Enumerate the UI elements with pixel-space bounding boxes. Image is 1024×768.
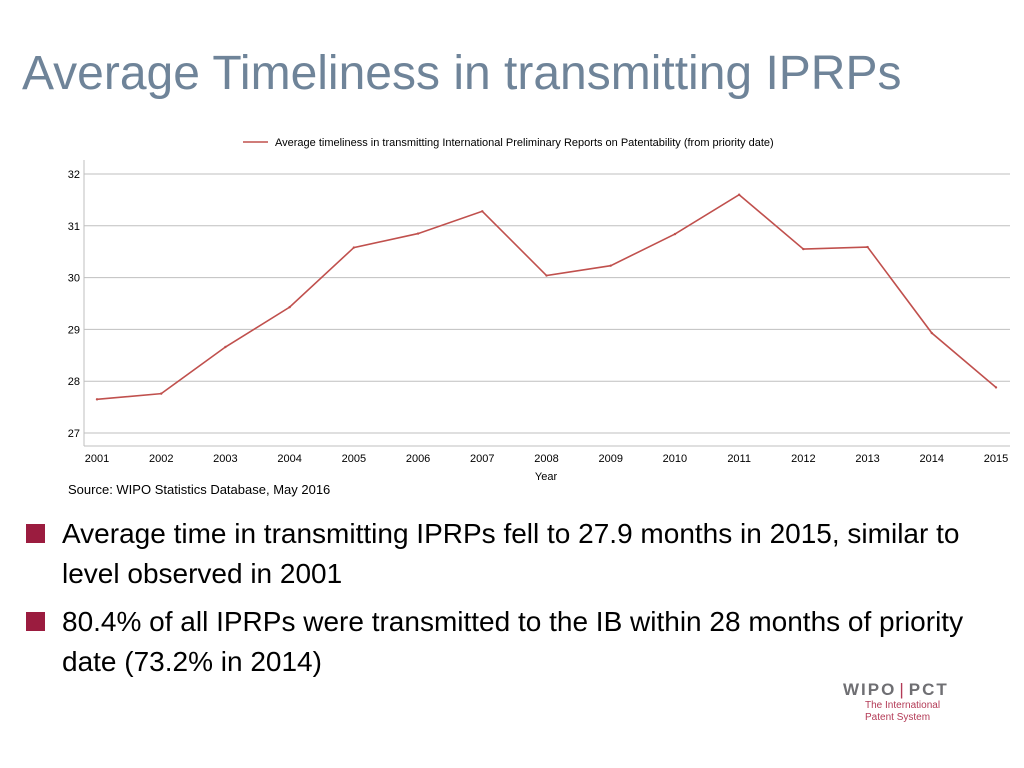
data-point <box>866 245 869 249</box>
logo-separator: | <box>899 680 906 699</box>
x-tick-label: 2006 <box>406 453 430 465</box>
data-point <box>160 392 163 395</box>
square-bullet-icon <box>26 524 45 543</box>
x-tick-label: 2012 <box>791 453 815 465</box>
slide-title: Average Timeliness in transmitting IPRPs <box>22 47 902 100</box>
x-tick-label: 2005 <box>342 453 366 465</box>
y-tick-label: 27 <box>68 428 80 440</box>
x-tick-label: 2007 <box>470 453 494 465</box>
logo-wordmark: WIPO | PCT <box>843 680 949 700</box>
x-tick-label: 2008 <box>534 453 558 465</box>
data-point <box>288 305 291 309</box>
data-point <box>994 386 998 389</box>
square-bullet-icon <box>26 612 45 631</box>
data-point <box>609 264 612 267</box>
legend-label: Average timeliness in transmitting Inter… <box>275 137 774 149</box>
x-tick-label: 2009 <box>598 453 622 465</box>
y-tick-label: 28 <box>68 376 80 388</box>
data-point <box>481 210 484 213</box>
chart-source: Source: WIPO Statistics Database, May 20… <box>68 482 331 497</box>
logo-tagline: The International Patent System <box>865 700 949 724</box>
x-axis-ticks: 2001 2002 2003 2004 2005 2006 2007 2008 2009 2010… <box>85 453 1008 465</box>
data-point <box>352 246 356 249</box>
x-tick-label: 2011 <box>727 453 751 465</box>
chart-series <box>95 193 998 401</box>
x-tick-label: 2014 <box>920 453 944 465</box>
x-tick-label: 2001 <box>85 453 109 465</box>
y-tick-label: 30 <box>68 273 80 285</box>
x-tick-label: 2015 <box>984 453 1008 465</box>
data-point <box>930 331 933 335</box>
y-tick-label: 32 <box>68 169 80 181</box>
data-point <box>673 232 677 236</box>
data-point <box>545 274 548 277</box>
logo-tagline-line1: The International <box>865 700 941 711</box>
x-tick-label: 2003 <box>213 453 237 465</box>
bullet-list: Average time in transmitting IPRPs fell … <box>26 514 1016 690</box>
data-point <box>416 232 420 235</box>
bullet-item: 80.4% of all IPRPs were transmitted to t… <box>26 602 1016 682</box>
bullet-item: Average time in transmitting IPRPs fell … <box>26 514 1016 594</box>
logo-pct: PCT <box>908 680 949 699</box>
data-point <box>95 398 99 401</box>
bullet-text: 80.4% of all IPRPs were transmitted to t… <box>62 606 964 677</box>
logo-tagline-line2: Patent System <box>865 712 931 723</box>
y-tick-label: 29 <box>68 324 80 336</box>
logo-wipo: WIPO <box>843 680 897 699</box>
data-point <box>802 247 805 251</box>
x-tick-label: 2002 <box>149 453 173 465</box>
data-point <box>737 193 741 196</box>
chart-axes <box>83 160 1010 447</box>
y-axis-ticks: 27 28 29 30 31 32 <box>68 169 80 440</box>
data-point <box>224 345 227 349</box>
chart-gridlines <box>84 173 1010 434</box>
wipo-pct-logo: WIPO | PCT The International Patent System <box>843 680 949 724</box>
y-tick-label: 31 <box>68 221 80 233</box>
x-axis-label: Year <box>535 471 558 483</box>
x-tick-label: 2013 <box>855 453 879 465</box>
bullet-text: Average time in transmitting IPRPs fell … <box>62 518 960 589</box>
x-tick-label: 2010 <box>663 453 687 465</box>
x-tick-label: 2004 <box>277 453 301 465</box>
chart-legend: Average timeliness in transmitting Inter… <box>243 137 774 149</box>
